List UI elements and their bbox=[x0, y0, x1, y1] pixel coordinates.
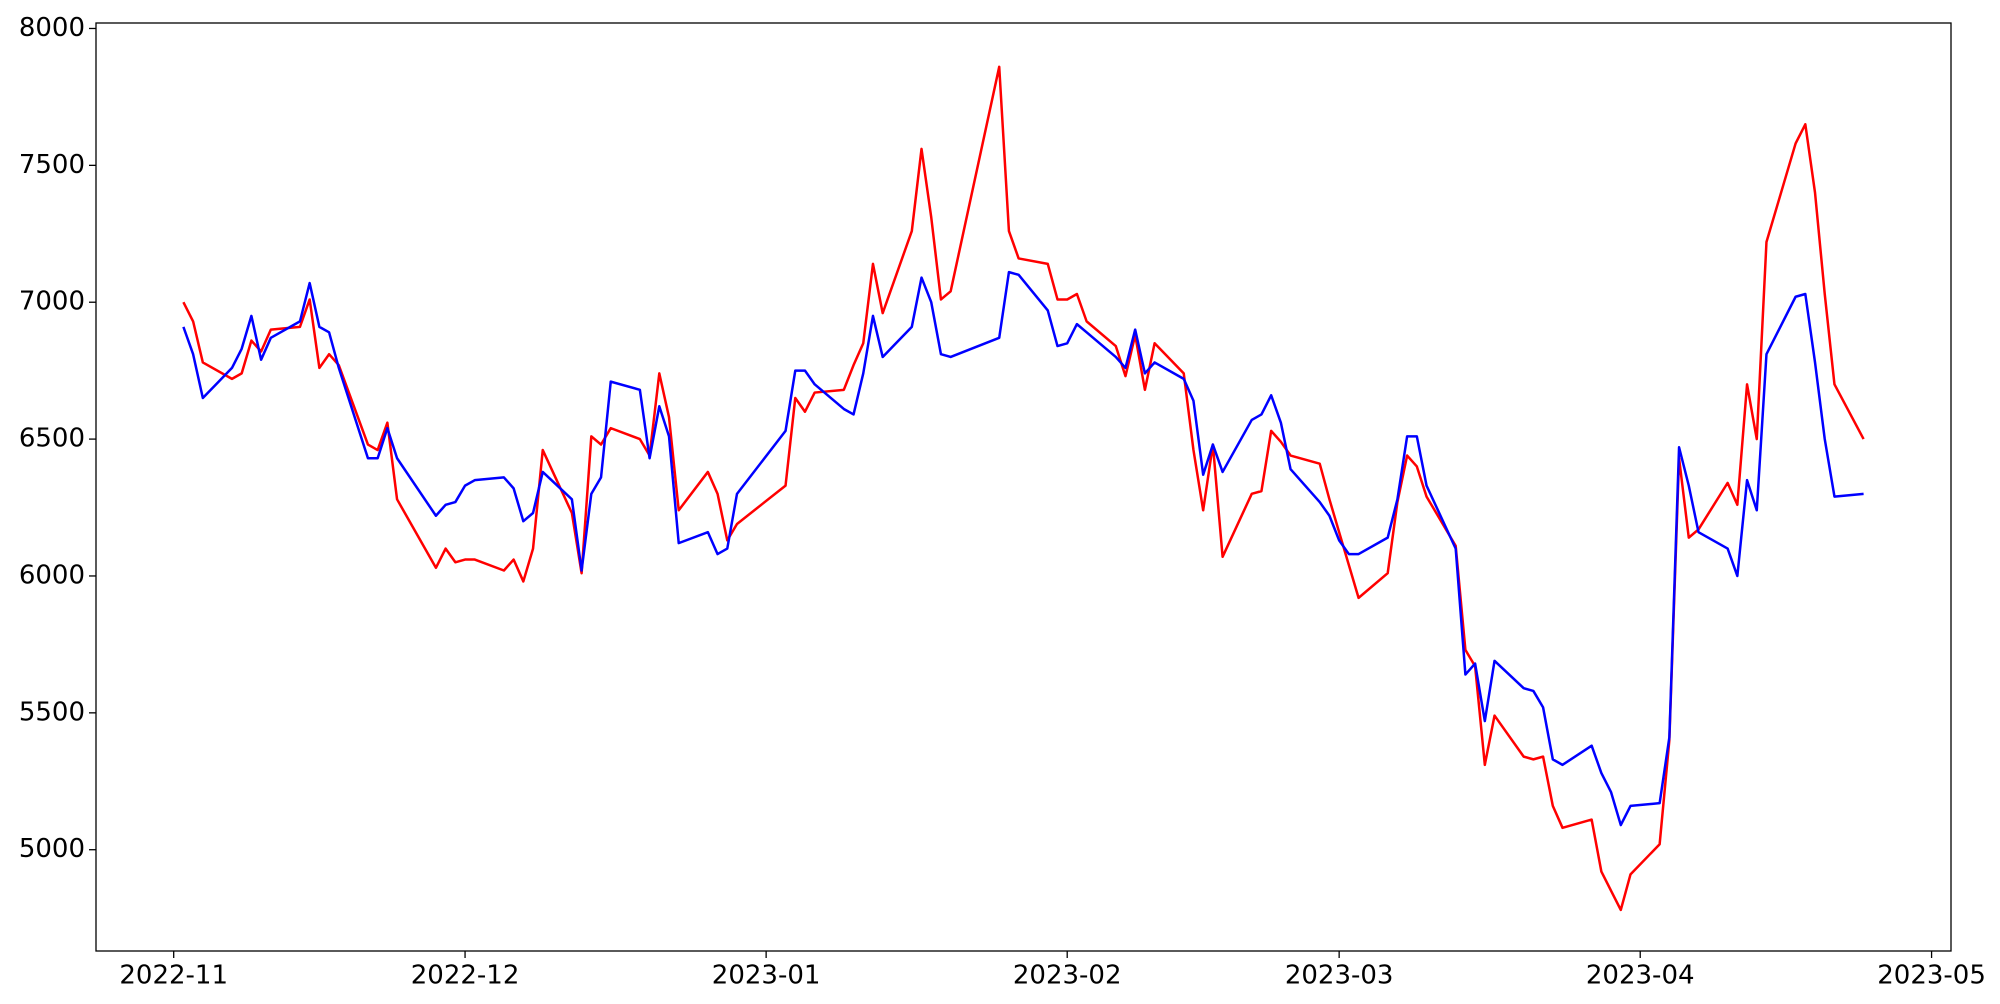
plot-frame bbox=[95, 22, 1952, 952]
x-tick-label: 2023-04 bbox=[1586, 961, 1695, 991]
x-tick-label: 2022-12 bbox=[411, 961, 520, 991]
y-tick-label: 6500 bbox=[19, 424, 85, 454]
x-tick-label: 2023-03 bbox=[1285, 961, 1394, 991]
line bbox=[182, 65, 1865, 912]
y-tick-label: 5000 bbox=[19, 834, 85, 864]
x-tick-label: 2023-02 bbox=[1013, 961, 1122, 991]
y-tick-label: 7000 bbox=[19, 287, 85, 317]
y-tick-label: 8000 bbox=[19, 13, 85, 43]
x-tick-label: 2022-11 bbox=[119, 961, 228, 991]
y-tick-label: 7500 bbox=[19, 150, 85, 180]
x-tick-label: 2023-01 bbox=[712, 961, 821, 991]
y-tick-label: 5500 bbox=[19, 697, 85, 727]
y-tick-label: 6000 bbox=[19, 560, 85, 590]
x-tick-label: 2023-05 bbox=[1877, 961, 1986, 991]
line bbox=[182, 270, 1864, 827]
